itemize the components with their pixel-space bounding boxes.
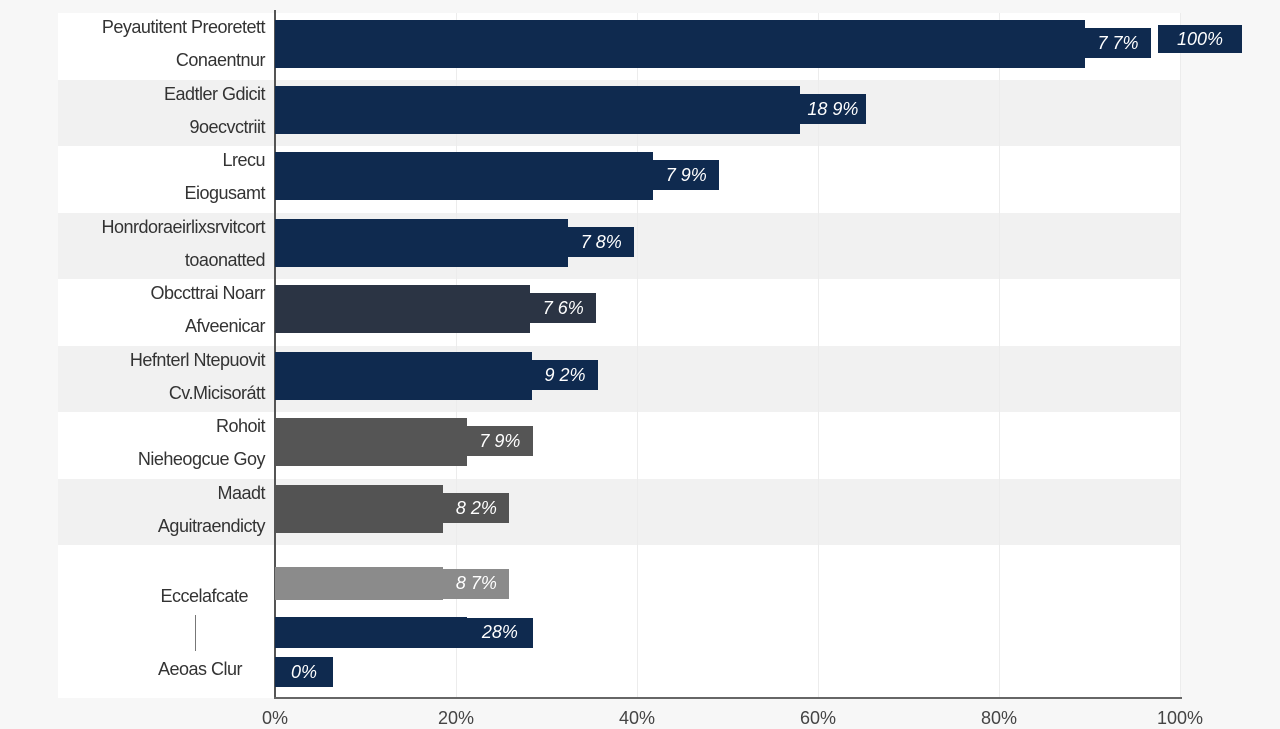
data-label: 8 2%: [443, 493, 510, 523]
category-label: Hefnterl Ntepuovit: [129, 349, 266, 370]
x-tick-label: 0%: [261, 708, 289, 728]
data-label: 9 2%: [532, 360, 599, 390]
bar: [275, 567, 444, 600]
bar: [275, 20, 1085, 68]
bar: [275, 485, 444, 533]
category-label: Aeoas Clur: [157, 659, 243, 679]
x-tick-label: 100%: [1156, 708, 1204, 728]
x-tick-label: 80%: [980, 708, 1018, 728]
category-label: Afveenicar: [184, 316, 266, 336]
data-label-extra: 100%: [1158, 25, 1242, 53]
category-label: Eadtler Gdicit: [163, 83, 266, 104]
bracket-line: [195, 615, 196, 651]
row-band: [58, 545, 1180, 698]
data-label: 7 7%: [1084, 28, 1151, 58]
category-label: Lrecu: [222, 150, 265, 170]
row-band: [58, 279, 1180, 346]
category-label: Nieheogcue Goy: [137, 449, 266, 469]
category-label: Rohoit: [215, 416, 266, 436]
bar: [275, 86, 800, 134]
row-band: [58, 345, 1180, 412]
bar: [275, 352, 533, 400]
category-label: Eiogusamt: [184, 183, 265, 203]
row-band: [58, 478, 1180, 545]
gridline: [1180, 13, 1181, 698]
x-axis-line: [274, 697, 1182, 699]
data-label: 28%: [466, 617, 533, 648]
bar: [275, 418, 467, 466]
bar: [275, 152, 654, 200]
x-tick-label: 60%: [799, 708, 837, 728]
x-tick-label: 40%: [618, 708, 656, 728]
data-label: 18 9%: [799, 94, 866, 124]
data-label: 7 8%: [568, 227, 635, 257]
data-label: 7 9%: [466, 426, 533, 456]
category-label: 9oecvctriit: [189, 116, 265, 137]
category-label: Maadt: [217, 482, 265, 503]
category-label: Cv.Micisorátt: [168, 382, 266, 403]
data-label: 0%: [275, 657, 333, 687]
bar: [275, 285, 531, 333]
gridline: [637, 13, 638, 698]
gridline: [818, 13, 819, 698]
category-label: Eccelafcate: [160, 586, 248, 606]
x-tick-label: 20%: [437, 708, 475, 728]
data-label: 7 6%: [530, 293, 597, 323]
bar: [275, 219, 569, 267]
category-label: Peyautitent Preoretett: [101, 17, 266, 37]
row-band: [58, 412, 1180, 479]
category-label: Aguitraendicty: [157, 515, 266, 536]
category-label: Honrdoraeirlixsrvitcort: [101, 216, 265, 237]
category-label: Obccttrai Noarr: [150, 283, 265, 303]
data-label: 7 9%: [653, 160, 720, 190]
category-label: toaonatted: [184, 249, 266, 270]
category-label: Conaentnur: [175, 50, 266, 70]
gridline: [999, 13, 1000, 698]
data-label: 8 7%: [443, 568, 510, 599]
bar: [275, 617, 467, 648]
